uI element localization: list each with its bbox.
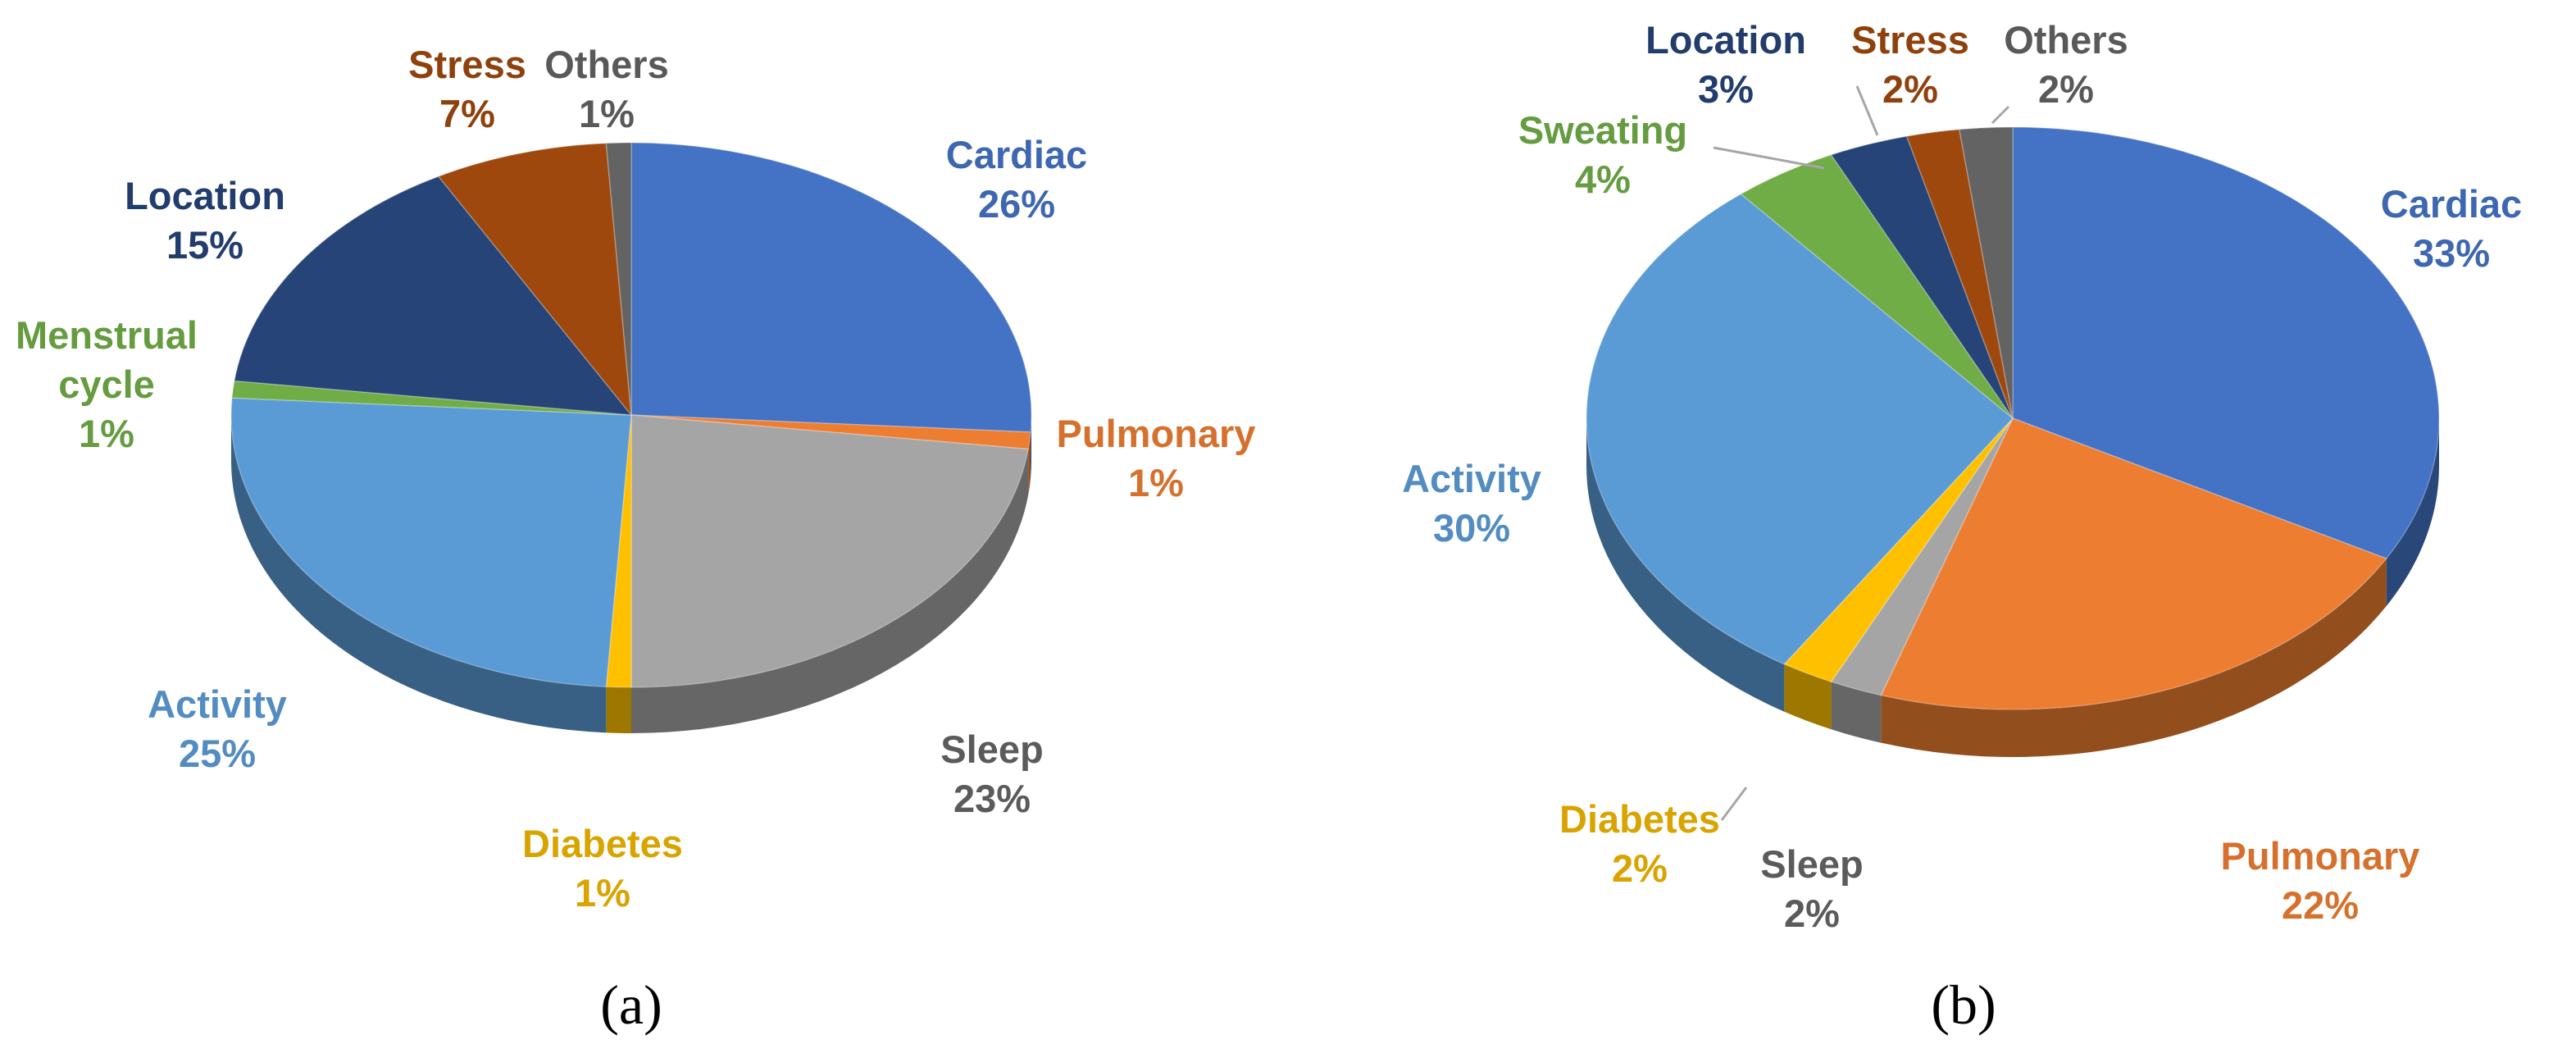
pie-b-label-stress: Stress 2% [1851,18,1969,111]
pie-a-side-diabetes [606,686,631,733]
slice-name: Pulmonary [2221,834,2420,878]
slice-value: 1% [1128,461,1184,504]
pie-b-slice-others [1958,126,2014,419]
slice-name: Menstrual [16,313,198,357]
pie-b-leader-line [1991,105,2010,125]
pie-a-label-stress: Stress 7% [408,43,526,135]
slice-value: 2% [1612,846,1668,890]
pie-b-slice-location [1830,135,2014,419]
pie-b-leader-line [1855,85,1879,136]
pie-a-slice-menstrual-cycle [231,380,632,416]
pie-chart-b: Cardiac 33% Pulmonary 22% Sleep 2% Diabetes 2% A… [1401,17,2523,936]
pie-b-side-activity [1586,418,1785,712]
pie-b-top [1586,126,2440,710]
slice-name: Location [125,174,285,217]
slice-value: 25% [179,732,256,775]
slice-name: Activity [1402,457,1541,500]
pie-b-label-diabetes: Diabetes 2% [1559,797,1720,890]
pie-a-slice-sleep [630,414,1030,688]
pie-a-side-pulmonary [1028,431,1031,495]
pie-a-side-activity [231,415,607,733]
pie-a-slice-cardiac [630,142,1032,433]
slice-value: 7% [439,92,495,135]
pie-b-label-sweating: Sweating 4% [1518,108,1687,201]
slice-value: 4% [1575,157,1631,201]
slice-name: Sleep [1760,842,1863,886]
pie-chart-a: Cardiac 26% Pulmonary 1% Sleep 23% Diabetes 1% A… [15,42,1256,915]
pie-b-leader-line [1720,787,1748,821]
slice-value: 22% [2282,883,2359,927]
pie-b-leader-line [1713,146,1825,170]
pie-b-slice-sleep [1830,417,2014,696]
pie-b-side [1586,418,2439,757]
slice-value: 30% [1433,506,1510,550]
pie-a-slice-stress [437,142,632,417]
pie-b-side-cardiac [2386,418,2439,607]
slice-name: Location [1645,18,1806,62]
slice-value: 2% [2038,67,2094,111]
slice-name: Diabetes [522,822,683,865]
pie-b-slice-stress [1905,128,2014,419]
slice-name: Activity [148,682,287,726]
pie-a-slice-others [605,142,632,416]
pie-a-label-location: Location 15% [125,174,285,267]
pie-b-label-others: Others 2% [2004,18,2128,111]
slice-value: 33% [2413,231,2490,275]
pie-b-labels: Cardiac 33% Pulmonary 22% Sleep 2% Diabetes 2% A… [1401,17,2523,936]
slice-name: Cardiac [946,133,1087,176]
pie-a-top [230,142,1032,688]
slice-value: 2% [1882,67,1938,111]
pie-b-side-diabetes [1784,664,1832,730]
slice-name: Pulmonary [1057,412,1256,455]
pie-b-side-pulmonary [1881,559,2387,757]
pie-b-slice-cardiac [2012,126,2440,559]
slice-value: 3% [1698,67,1754,111]
pie-a-label-sleep: Sleep 23% [940,727,1043,820]
pie-b-slice-sweating [1740,153,2014,419]
slice-name: Stress [408,43,526,86]
slice-value: 15% [166,223,243,267]
pie-a-label-menstrual-cycle: Menstrual cycle 1% [16,313,198,455]
pie-b-label-location: Location 3% [1645,18,1806,111]
slice-name: Others [544,43,669,86]
pie-a-side [231,415,1031,733]
pie-a-label-activity: Activity 25% [148,682,287,775]
pie-b-label-pulmonary: Pulmonary 22% [2221,834,2420,927]
slice-name: Cardiac [2381,182,2522,226]
pie-b-label-activity: Activity 30% [1402,457,1541,550]
pie-b-side-sleep [1831,682,1882,743]
slice-value: 23% [953,777,1031,820]
slice-name: Stress [1851,18,1969,62]
slice-name: Diabetes [1559,797,1720,841]
pie-a-slice-activity [230,397,632,688]
slice-value: 1% [575,871,630,914]
pie-b-label-sleep: Sleep 2% [1760,842,1863,935]
slice-value: 1% [579,92,635,135]
pie-a-side-sleep [631,449,1029,733]
slice-name: Sleep [940,727,1043,771]
slice-name: Others [2004,18,2128,62]
slice-name: Sweating [1518,108,1687,152]
caption-b: (b) [1931,974,1996,1036]
pie-b-slice-activity [1586,193,2014,665]
pie-b-label-cardiac: Cardiac 33% [2381,182,2522,275]
pie-b-slice-diabetes [1783,417,2014,683]
slice-name: cycle [58,363,155,406]
pie-a-slice-diabetes [605,414,632,688]
slice-value: 1% [79,412,134,455]
pie-a-label-pulmonary: Pulmonary 1% [1057,412,1256,504]
pie-a-label-cardiac: Cardiac 26% [946,133,1087,226]
slice-value: 26% [978,182,1055,226]
pie-a-label-others: Others 1% [544,43,669,135]
slice-value: 2% [1784,892,1840,935]
pie-b-slice-pulmonary [1880,417,2387,710]
pie-a-labels: Cardiac 26% Pulmonary 1% Sleep 23% Diabetes 1% A… [15,42,1256,915]
pie-a-slice-location [233,176,633,416]
pie-a-label-diabetes: Diabetes 1% [522,822,683,914]
pie-a-slice-pulmonary [630,414,1031,450]
caption-a: (a) [600,974,662,1036]
